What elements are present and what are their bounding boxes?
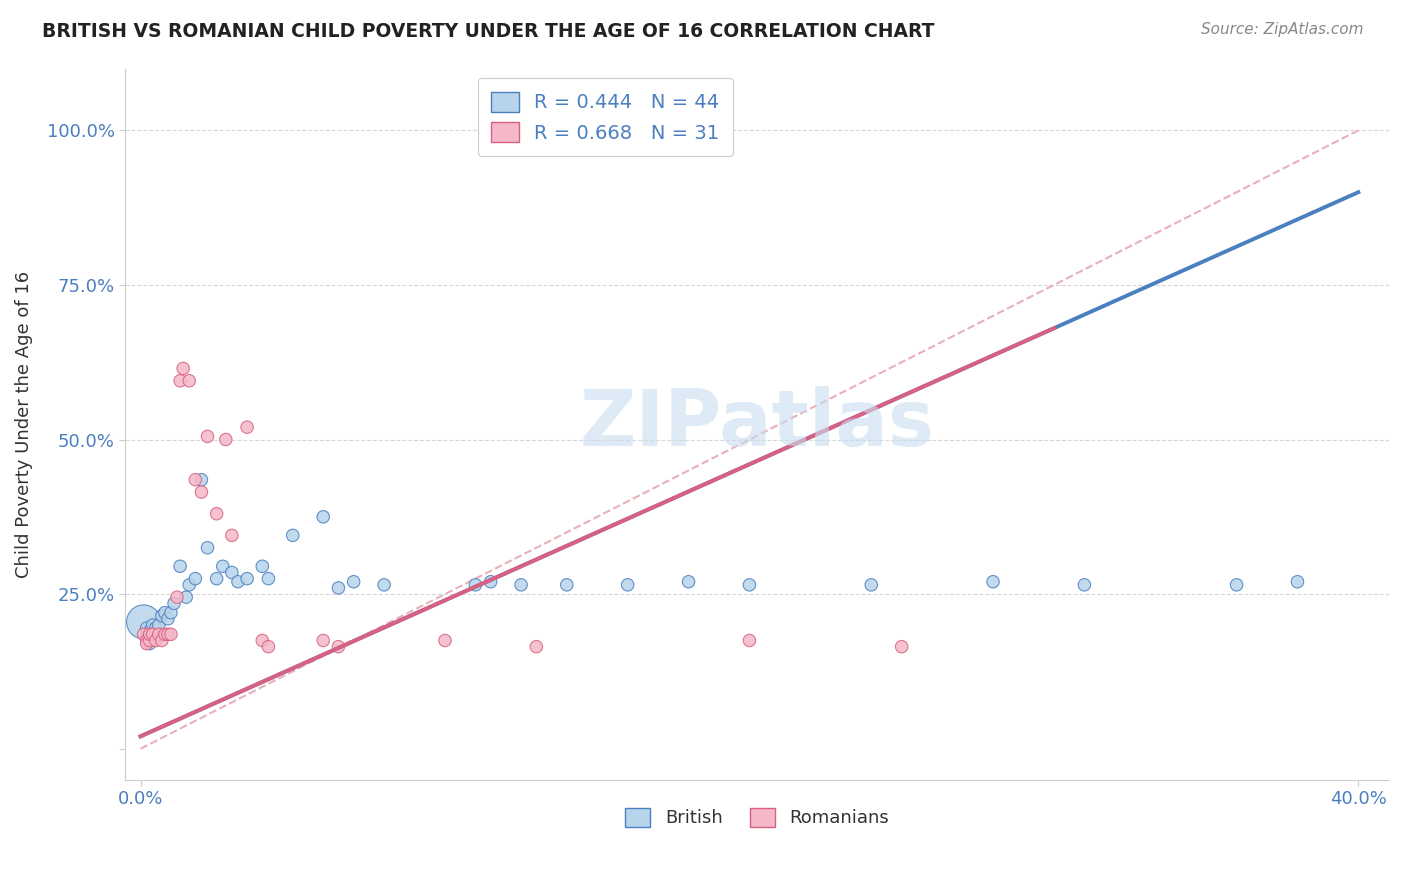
Point — [257, 640, 280, 654]
Point — [211, 559, 233, 574]
Point — [221, 528, 243, 542]
Point — [190, 473, 212, 487]
Point — [860, 578, 883, 592]
Point — [135, 633, 157, 648]
Point — [226, 574, 249, 589]
Point — [221, 566, 243, 580]
Point — [236, 572, 259, 586]
Point — [555, 578, 578, 592]
Point — [312, 509, 335, 524]
Point — [135, 636, 157, 650]
Point — [678, 574, 700, 589]
Point — [153, 627, 176, 641]
Point — [132, 627, 155, 641]
Point — [510, 578, 533, 592]
Point — [156, 612, 179, 626]
Point — [184, 473, 207, 487]
Point — [150, 608, 173, 623]
Point — [190, 485, 212, 500]
Point — [179, 374, 201, 388]
Point — [205, 572, 228, 586]
Point — [205, 507, 228, 521]
Point — [160, 606, 183, 620]
Point — [738, 578, 761, 592]
Text: ZIPatlas: ZIPatlas — [579, 386, 935, 462]
Point — [197, 429, 219, 443]
Point — [479, 574, 502, 589]
Point — [172, 361, 194, 376]
Point — [135, 631, 157, 645]
Point — [169, 559, 191, 574]
Point — [153, 606, 176, 620]
Point — [616, 578, 638, 592]
Text: BRITISH VS ROMANIAN CHILD POVERTY UNDER THE AGE OF 16 CORRELATION CHART: BRITISH VS ROMANIAN CHILD POVERTY UNDER … — [42, 22, 935, 41]
Point — [148, 627, 170, 641]
Point — [156, 627, 179, 641]
Point — [373, 578, 395, 592]
Point — [148, 618, 170, 632]
Point — [433, 633, 456, 648]
Point — [524, 640, 547, 654]
Point — [166, 591, 188, 605]
Text: Source: ZipAtlas.com: Source: ZipAtlas.com — [1201, 22, 1364, 37]
Point — [1226, 578, 1249, 592]
Point — [145, 633, 167, 648]
Point — [328, 581, 350, 595]
Point — [138, 627, 160, 641]
Point — [163, 596, 186, 610]
Point — [464, 578, 486, 592]
Point — [135, 621, 157, 635]
Point — [1286, 574, 1309, 589]
Point — [142, 627, 165, 641]
Point — [328, 640, 350, 654]
Point — [343, 574, 366, 589]
Point — [215, 433, 238, 447]
Point — [142, 627, 165, 641]
Y-axis label: Child Poverty Under the Age of 16: Child Poverty Under the Age of 16 — [15, 270, 32, 578]
Point — [132, 615, 155, 629]
Point — [150, 633, 173, 648]
Point — [174, 591, 197, 605]
Point — [257, 572, 280, 586]
Point — [138, 636, 160, 650]
Point — [281, 528, 304, 542]
Point — [142, 618, 165, 632]
Point — [138, 624, 160, 639]
Point — [1073, 578, 1095, 592]
Point — [197, 541, 219, 555]
Point — [252, 559, 274, 574]
Point — [312, 633, 335, 648]
Point — [138, 633, 160, 648]
Point — [184, 572, 207, 586]
Point — [160, 627, 183, 641]
Legend: British, Romanians: British, Romanians — [617, 801, 896, 835]
Point — [890, 640, 912, 654]
Point — [738, 633, 761, 648]
Point — [236, 420, 259, 434]
Point — [981, 574, 1004, 589]
Point — [179, 578, 201, 592]
Point — [145, 621, 167, 635]
Point — [252, 633, 274, 648]
Point — [169, 374, 191, 388]
